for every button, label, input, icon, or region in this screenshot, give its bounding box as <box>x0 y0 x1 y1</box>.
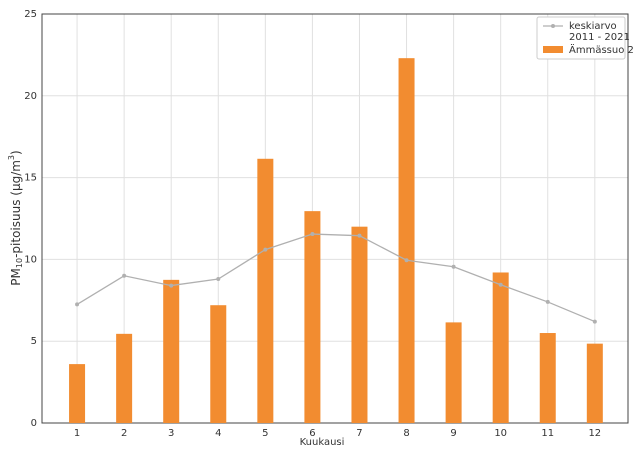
x-tick-label: 5 <box>262 428 268 439</box>
bar <box>69 364 86 423</box>
bar <box>492 272 509 423</box>
bar <box>445 322 462 423</box>
legend-label: keskiarvo 2011 - 2021 <box>569 21 630 43</box>
y-label-part: 3 <box>7 155 16 160</box>
legend-marker <box>551 24 555 28</box>
y-axis-label: PM10-pitoisuus (µg/m3) <box>7 150 24 285</box>
y-tick-label: 0 <box>31 418 37 429</box>
legend-swatch <box>543 46 563 53</box>
y-tick-label: 5 <box>31 336 37 347</box>
bar <box>398 58 415 424</box>
bar <box>163 279 180 423</box>
marker <box>169 283 174 288</box>
x-tick-label: 10 <box>494 428 507 439</box>
marker <box>122 273 127 278</box>
marker <box>357 233 362 238</box>
y-tick-label: 10 <box>24 254 37 265</box>
bar <box>210 305 227 423</box>
y-tick-label: 20 <box>24 91 37 102</box>
bar <box>539 333 556 423</box>
x-tick-label: 9 <box>450 428 456 439</box>
marker <box>545 299 550 304</box>
marker <box>75 302 80 307</box>
plot-frame <box>41 13 629 424</box>
y-label-part: PM <box>9 268 23 286</box>
x-tick-label: 7 <box>356 428 362 439</box>
marker <box>263 247 268 252</box>
x-tick-label: 12 <box>588 428 601 439</box>
line <box>76 233 596 323</box>
marker <box>592 319 597 324</box>
marker <box>404 258 409 263</box>
legend-label: Ämmässuo 2 <box>569 43 634 56</box>
marker <box>498 282 503 287</box>
bar <box>351 226 368 423</box>
bar <box>257 158 274 423</box>
marker <box>216 277 221 282</box>
y-tick-label: 25 <box>24 9 37 20</box>
bar <box>586 343 603 423</box>
y-label-part: 10 <box>15 258 24 268</box>
y-tick-label: 15 <box>24 173 37 184</box>
bar <box>304 211 321 423</box>
marker <box>451 264 456 269</box>
x-tick-label: 1 <box>74 428 80 439</box>
x-axis-label: Kuukausi <box>300 437 345 448</box>
marker <box>310 232 315 237</box>
y-label-part: -pitoisuus (µg/m <box>9 160 23 258</box>
x-tick-label: 4 <box>215 428 221 439</box>
bar <box>116 333 133 423</box>
y-label-part: ) <box>9 150 23 155</box>
x-tick-label: 2 <box>121 428 127 439</box>
x-tick-label: 8 <box>403 428 409 439</box>
x-tick-label: 11 <box>541 428 554 439</box>
x-tick-label: 6 <box>309 428 315 439</box>
x-tick-label: 3 <box>168 428 174 439</box>
